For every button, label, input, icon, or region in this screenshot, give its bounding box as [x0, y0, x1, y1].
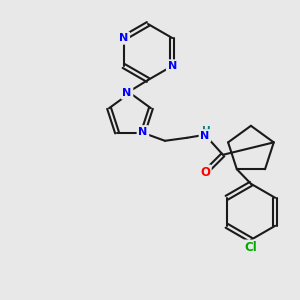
- Text: N: N: [168, 61, 177, 71]
- Text: H: H: [202, 126, 210, 136]
- Text: N: N: [122, 88, 132, 98]
- Text: N: N: [138, 127, 148, 137]
- Text: O: O: [200, 166, 210, 179]
- Text: N: N: [200, 131, 210, 141]
- Text: Cl: Cl: [244, 241, 257, 254]
- Text: N: N: [119, 33, 128, 43]
